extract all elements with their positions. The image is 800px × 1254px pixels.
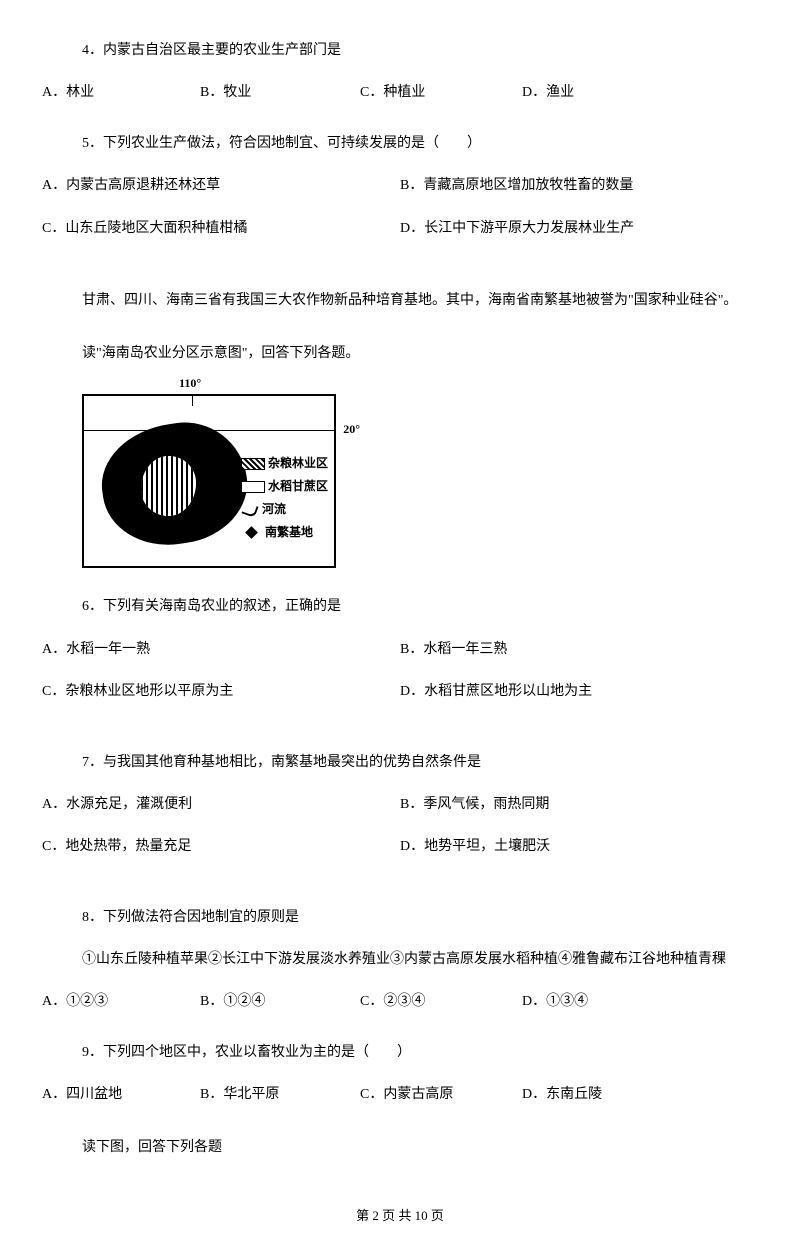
option-6c: C．杂粮林业区地形以平原为主: [42, 681, 400, 703]
option-4b: B．牧业: [200, 82, 360, 104]
option-5d: D．长江中下游平原大力发展林业生产: [400, 218, 758, 240]
option-4a: A．林业: [42, 82, 200, 104]
option-9b: B．华北平原: [200, 1084, 360, 1106]
question-7-text: 7．与我国其他育种基地相比，南繁基地最突出的优势自然条件是: [42, 752, 758, 774]
exam-page: 4．内蒙古自治区最主要的农业生产部门是 A．林业 B．牧业 C．种植业 D．渔业…: [0, 0, 800, 1254]
legend-label-2: 水稻甘蔗区: [268, 475, 328, 498]
question-5-text: 5．下列农业生产做法，符合因地制宜、可持续发展的是（ ）: [42, 133, 758, 155]
option-9d: D．东南丘陵: [522, 1084, 602, 1106]
option-5c: C．山东丘陵地区大面积种植柑橘: [42, 218, 400, 240]
question-4-options: A．林业 B．牧业 C．种植业 D．渔业: [42, 82, 758, 104]
legend-row-3: 河流: [241, 498, 328, 521]
option-7b: B．季风气候，雨热同期: [400, 794, 758, 816]
legend-label-1: 杂粮林业区: [268, 452, 328, 475]
map-lon-tick: [192, 396, 193, 406]
option-6b: B．水稻一年三熟: [400, 639, 758, 661]
question-5-options: A．内蒙古高原退耕还林还草 B．青藏高原地区增加放牧牲畜的数量 C．山东丘陵地区…: [42, 175, 758, 260]
question-9-options: A．四川盆地 B．华北平原 C．内蒙古高原 D．东南丘陵: [42, 1084, 758, 1106]
option-8b: B．①②④: [200, 991, 360, 1013]
question-9-text: 9．下列四个地区中，农业以畜牧业为主的是（ ）: [42, 1042, 758, 1064]
question-6-text: 6．下列有关海南岛农业的叙述，正确的是: [42, 596, 758, 618]
question-6-options: A．水稻一年一熟 B．水稻一年三熟 C．杂粮林业区地形以平原为主 D．水稻甘蔗区…: [42, 639, 758, 724]
hainan-map-figure: 110° 20° 杂粮林业区 水稻甘蔗区 河流 南繁基地: [82, 394, 336, 568]
question-8-text: 8．下列做法符合因地制宜的原则是: [42, 907, 758, 929]
option-4d: D．渔业: [522, 82, 574, 104]
context-para-3: 读下图，回答下列各题: [42, 1135, 758, 1160]
option-5b: B．青藏高原地区增加放牧牲畜的数量: [400, 175, 758, 197]
context-para-2: 读"海南岛农业分区示意图"，回答下列各题。: [42, 341, 758, 366]
map-legend: 杂粮林业区 水稻甘蔗区 河流 南繁基地: [241, 452, 328, 543]
option-7d: D．地势平坦，土壤肥沃: [400, 836, 758, 858]
question-8-subtext: ①山东丘陵种植苹果②长江中下游发展淡水养殖业③内蒙古高原发展水稻种植④雅鲁藏布江…: [42, 949, 758, 971]
legend-blank-icon: [241, 481, 265, 493]
question-8: 8．下列做法符合因地制宜的原则是 ①山东丘陵种植苹果②长江中下游发展淡水养殖业③…: [42, 907, 758, 1014]
option-9c: C．内蒙古高原: [360, 1084, 522, 1106]
map-lat-label: 20°: [343, 422, 360, 437]
legend-label-4: 南繁基地: [265, 521, 313, 544]
option-4c: C．种植业: [360, 82, 522, 104]
question-4: 4．内蒙古自治区最主要的农业生产部门是 A．林业 B．牧业 C．种植业 D．渔业: [42, 40, 758, 105]
option-9a: A．四川盆地: [42, 1084, 200, 1106]
question-9: 9．下列四个地区中，农业以畜牧业为主的是（ ） A．四川盆地 B．华北平原 C．…: [42, 1042, 758, 1107]
question-4-text: 4．内蒙古自治区最主要的农业生产部门是: [42, 40, 758, 62]
option-8c: C．②③④: [360, 991, 522, 1013]
option-8a: A．①②③: [42, 991, 200, 1013]
question-5: 5．下列农业生产做法，符合因地制宜、可持续发展的是（ ） A．内蒙古高原退耕还林…: [42, 133, 758, 260]
map-hatch-fill: [141, 456, 196, 516]
legend-diamond-icon: [245, 526, 258, 539]
legend-label-3: 河流: [262, 498, 286, 521]
option-6a: A．水稻一年一熟: [42, 639, 400, 661]
map-lon-label: 110°: [179, 376, 201, 391]
option-5a: A．内蒙古高原退耕还林还草: [42, 175, 400, 197]
question-8-options: A．①②③ B．①②④ C．②③④ D．①③④: [42, 991, 758, 1013]
question-6: 6．下列有关海南岛农业的叙述，正确的是 A．水稻一年一熟 B．水稻一年三熟 C．…: [42, 596, 758, 723]
option-7a: A．水源充足，灌溉便利: [42, 794, 400, 816]
legend-row-4: 南繁基地: [241, 521, 328, 544]
question-7-options: A．水源充足，灌溉便利 B．季风气候，雨热同期 C．地处热带，热量充足 D．地势…: [42, 794, 758, 879]
legend-hatch-icon: [241, 458, 265, 470]
option-8d: D．①③④: [522, 991, 588, 1013]
page-footer: 第 2 页 共 10 页: [42, 1205, 758, 1224]
question-7: 7．与我国其他育种基地相比，南繁基地最突出的优势自然条件是 A．水源充足，灌溉便…: [42, 752, 758, 879]
map-inner-region: [139, 454, 198, 518]
option-7c: C．地处热带，热量充足: [42, 836, 400, 858]
legend-row-2: 水稻甘蔗区: [241, 475, 328, 498]
legend-row-1: 杂粮林业区: [241, 452, 328, 475]
option-6d: D．水稻甘蔗区地形以山地为主: [400, 681, 758, 703]
context-para-1: 甘肃、四川、海南三省有我国三大农作物新品种培育基地。其中，海南省南繁基地被誉为"…: [42, 288, 758, 313]
legend-river-icon: [241, 504, 259, 514]
